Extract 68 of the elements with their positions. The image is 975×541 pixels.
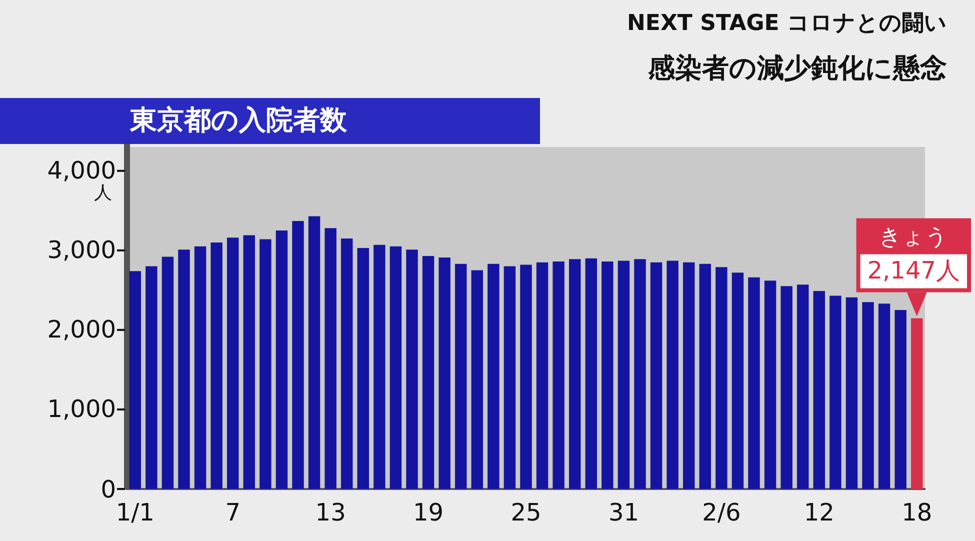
bar — [585, 258, 598, 489]
bar — [162, 256, 174, 489]
bar — [666, 260, 678, 489]
bar — [374, 244, 386, 489]
bar — [340, 238, 353, 489]
bar — [292, 220, 304, 489]
x-tick-label: 25 — [510, 498, 542, 527]
bar — [536, 262, 548, 489]
bar — [813, 290, 826, 489]
bar — [422, 256, 434, 489]
bar — [488, 264, 500, 489]
bar — [276, 230, 288, 489]
y-tick-label: 2,000 — [47, 315, 116, 344]
bar — [650, 262, 662, 489]
x-tick-label: 2/6 — [702, 498, 741, 527]
x-tick-label: 18 — [902, 498, 932, 527]
x-tick-label: 7 — [225, 498, 240, 527]
bar — [226, 238, 239, 489]
bar — [357, 248, 370, 489]
y-tick-label: 4,000 — [47, 156, 116, 184]
bar — [210, 242, 222, 489]
bar — [780, 286, 792, 489]
bar — [796, 284, 809, 489]
bar — [830, 296, 842, 489]
bar — [634, 259, 646, 489]
x-tick-label: 31 — [608, 498, 639, 527]
bar — [194, 246, 206, 489]
text: NEXT STAGE コロナとの闘い — [627, 10, 947, 38]
annotation: きょう — [879, 224, 948, 250]
y-tick-label: 0 — [100, 476, 116, 504]
bar — [716, 267, 728, 489]
chart-title: 東京都の入院者数 — [0, 98, 540, 144]
bar — [732, 272, 744, 489]
bar — [764, 280, 776, 489]
bar — [699, 264, 712, 489]
y-tick-label: 3,000 — [47, 236, 116, 264]
bar — [471, 270, 484, 489]
bar — [438, 258, 450, 489]
x-tick-label: 13 — [315, 498, 346, 527]
bar — [602, 262, 614, 489]
bar — [894, 310, 906, 489]
bar — [390, 246, 402, 489]
bar — [910, 318, 923, 489]
y-tick-label: 1,000 — [47, 394, 116, 423]
bar — [146, 266, 158, 489]
bar — [568, 259, 581, 489]
bar — [178, 250, 190, 489]
bar — [618, 260, 630, 489]
bar — [243, 235, 256, 489]
bar — [748, 277, 760, 489]
bar — [504, 266, 516, 489]
bar — [520, 264, 532, 489]
y-axis-title: 人 — [94, 182, 112, 204]
bar — [308, 216, 320, 489]
chart-subtitle: 感染者の減少鈍化に懸念 — [648, 52, 947, 86]
x-tick-label: 12 — [804, 498, 834, 527]
bar — [406, 250, 418, 489]
x-tick-label: 1/1 — [116, 498, 154, 527]
bar — [846, 297, 858, 489]
bar — [324, 228, 336, 489]
bar — [454, 264, 467, 489]
bar — [682, 262, 695, 489]
bar — [862, 302, 874, 489]
bar — [878, 304, 890, 489]
bar — [552, 262, 564, 489]
x-tick-label: 19 — [413, 498, 444, 527]
bar — [260, 239, 272, 489]
data-label: 2,147人 — [867, 256, 960, 284]
